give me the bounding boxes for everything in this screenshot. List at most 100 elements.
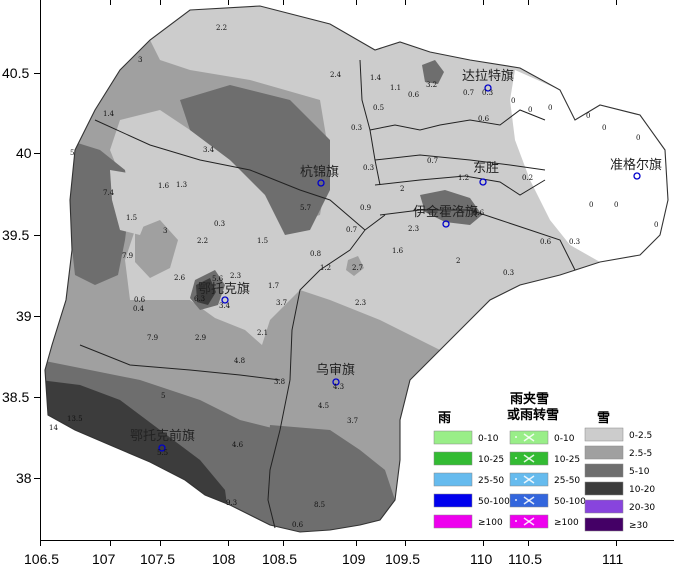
legend-label: 50-100 — [478, 497, 510, 507]
station-value: 2.3 — [355, 299, 366, 307]
city-label: 鄂托克前旗 — [130, 428, 195, 444]
station-value: 0.3 — [569, 238, 580, 246]
city-marker-otog-front — [158, 444, 166, 452]
station-value: 0.3 — [363, 164, 374, 172]
city-marker-ejin-horo — [442, 220, 450, 228]
x-axis: 106.5 107 107.5 108 108.5 109 109.5 110 … — [24, 0, 623, 567]
station-value: 4.6 — [232, 441, 244, 449]
legend-dot-mark — [515, 520, 517, 522]
city-marker-otog — [221, 296, 229, 304]
legend-swatch — [584, 445, 624, 460]
station-value: 2.4 — [330, 71, 342, 79]
legend-label: 0-2.5 — [629, 431, 652, 441]
station-value: 0.4 — [133, 305, 145, 313]
station-value: 5 — [70, 149, 74, 157]
station-value: 1.6 — [158, 182, 170, 190]
city-labels: 达拉特旗 杭锦旗 东胜 准格尔旗 伊金霍洛旗 鄂托克旗 乌审旗 鄂托克前旗 — [130, 68, 662, 444]
station-value: 0.3 — [503, 269, 514, 277]
legend-label: 10-25 — [554, 455, 580, 465]
station-value: 2.3 — [230, 272, 241, 280]
station-value: 0 — [586, 112, 590, 120]
station-value: 1.3 — [176, 181, 187, 189]
station-value: 2 — [400, 185, 404, 193]
legend-dot-mark — [515, 478, 517, 480]
station-value: 4.3 — [333, 383, 344, 391]
city-marker-jungar — [633, 172, 641, 180]
border-dalad-east — [374, 154, 546, 171]
x-tick-label: 108.5 — [262, 551, 297, 567]
legend-cross-mark — [523, 496, 535, 505]
legend-swatch — [433, 472, 473, 487]
station-value: 1.7 — [268, 282, 279, 290]
border-ejin-horo-north — [369, 109, 546, 131]
station-value: 4.8 — [234, 357, 245, 365]
station-value: 0.3 — [214, 220, 225, 228]
legend-swatch — [584, 481, 624, 496]
legend-sleet-items: 0-10 10-25 25-50 50-100 ≥100 — [509, 430, 586, 529]
legend-cross-mark — [523, 433, 535, 442]
station-value: 1.1 — [390, 84, 401, 92]
station-value: 8.5 — [314, 501, 325, 509]
border-otog-south — [79, 344, 281, 381]
station-value: 0 — [654, 221, 658, 229]
legend-label: ≥30 — [629, 521, 648, 531]
city-markers — [158, 84, 641, 452]
station-values: 2.2 3 1.4 2.4 1.4 1.1 0.6 3.2 0.7 0.3 0.… — [49, 24, 658, 529]
station-value: 14 — [49, 424, 58, 432]
station-value: 0 — [636, 134, 640, 142]
station-value: 0 — [602, 124, 606, 132]
legend-swatch — [433, 451, 473, 466]
station-value: 3.2 — [426, 81, 437, 89]
station-value: 3.7 — [276, 299, 287, 307]
station-value: 0.3 — [482, 89, 493, 97]
station-value: 6.3 — [194, 295, 205, 303]
legend-label: 10-25 — [478, 455, 504, 465]
station-value: 0.2 — [522, 174, 533, 182]
station-value: 1.4 — [103, 110, 115, 118]
legend-label: 25-50 — [554, 476, 580, 486]
station-value: 0.6 — [540, 238, 552, 246]
legend-snow-items: 0-2.5 2.5-5 5-10 10-20 20-30 ≥30 — [584, 427, 655, 532]
legend-label: 10-20 — [629, 485, 655, 495]
city-marker-dalad — [484, 84, 492, 92]
legend-swatch — [584, 499, 624, 514]
legend-cross-mark — [523, 454, 535, 463]
station-value: 0.9 — [360, 204, 371, 212]
legend-swatch — [433, 514, 473, 529]
station-value: 5 — [161, 392, 165, 400]
station-value: 5.5 — [157, 449, 168, 457]
station-value: 0.6 — [408, 91, 420, 99]
station-value: 2 — [456, 257, 460, 265]
legend-label: 2.5-5 — [629, 449, 652, 459]
station-value: 2.2 — [197, 237, 208, 245]
y-tick-label: 39.5 — [2, 227, 29, 243]
station-value: 3.4 — [219, 302, 231, 310]
station-value: 2.6 — [174, 274, 186, 282]
legend-label: 0-10 — [478, 434, 499, 444]
station-value: 3 — [138, 56, 142, 64]
station-value: 0.7 — [463, 89, 474, 97]
legend-label: 20-30 — [629, 503, 655, 513]
y-tick-marks — [34, 73, 40, 479]
legend-rain-items: 0-10 10-25 25-50 50-100 ≥100 — [433, 430, 510, 529]
map-frame — [40, 0, 674, 541]
station-value: 0 — [614, 201, 618, 209]
station-value: 3.4 — [203, 146, 215, 154]
station-value: 0.6 — [134, 296, 146, 304]
station-value: 0 — [548, 104, 552, 112]
station-value: 7.9 — [147, 334, 158, 342]
x-tick-label: 109.5 — [385, 551, 420, 567]
x-tick-label: 108 — [212, 551, 236, 567]
x-tick-label: 106.5 — [24, 551, 59, 567]
map-legend: 雨 雨夹雪 或雨转雪 雪 0-10 10-25 25-50 50-100 ≥100 0-… — [418, 383, 674, 541]
legend-sleet-subtitle: 或雨转雪 — [507, 407, 559, 423]
legend-label: ≥100 — [554, 518, 579, 528]
county-borders — [79, 59, 576, 529]
legend-rain-title: 雨 — [438, 411, 451, 426]
legend-dot-mark — [515, 436, 517, 438]
legend-snow-title: 雪 — [597, 410, 610, 426]
station-value: 2.1 — [257, 329, 268, 337]
station-value: 1.6 — [392, 247, 404, 255]
x-tick-label: 107 — [92, 551, 116, 567]
